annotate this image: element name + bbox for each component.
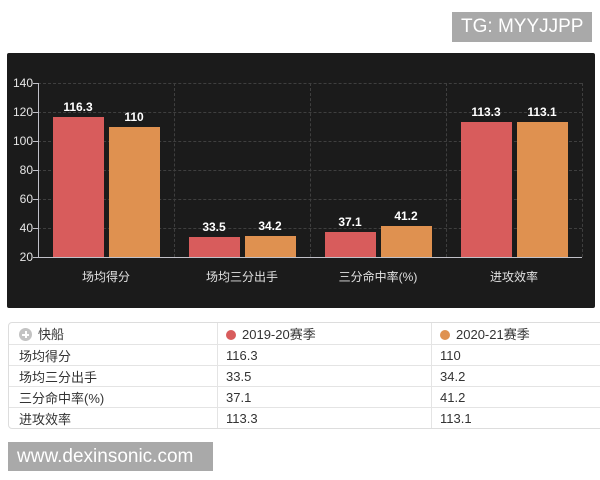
category-splitline xyxy=(446,83,447,257)
y-axis-tick xyxy=(33,228,38,229)
season1-label: 2019-20赛季 xyxy=(242,327,316,342)
y-axis-tick xyxy=(33,83,38,84)
bar-value-label: 37.1 xyxy=(338,215,362,230)
y-axis-tick-label: 80 xyxy=(19,163,33,177)
bar-value-label: 110 xyxy=(124,109,144,124)
row-label: 进攻效率 xyxy=(9,407,217,428)
bar-series2[interactable] xyxy=(244,236,296,257)
category-axis-label: 场均得分 xyxy=(81,270,130,284)
y-axis-tick-label: 120 xyxy=(12,105,33,119)
bar-value-label: 33.5 xyxy=(202,220,226,235)
y-axis-tick-label: 140 xyxy=(12,76,33,90)
x-axis-line xyxy=(38,257,582,258)
tg-watermark-badge: TG: MYYJJPP xyxy=(452,12,592,42)
category-splitline xyxy=(582,83,583,257)
row-value: 110 xyxy=(431,344,600,365)
y-axis-tick xyxy=(33,170,38,171)
stats-table: 快船 2019-20赛季 2020-21赛季 场均得分 116.3 110 场均… xyxy=(8,322,600,429)
bar-value-label: 34.2 xyxy=(258,219,282,234)
y-axis-tick xyxy=(33,257,38,258)
season2-header-cell: 2020-21赛季 xyxy=(431,323,600,344)
y-axis-tick-label: 20 xyxy=(19,250,33,264)
bar-series1[interactable] xyxy=(188,237,240,257)
bar-series2[interactable] xyxy=(380,226,432,257)
bar-series2[interactable] xyxy=(516,122,568,257)
bar-chart: 20 40 60 80 100 120 140 116.3 110 场均得分 33.5 34.2 场均三… xyxy=(7,53,595,308)
bar-series1[interactable] xyxy=(324,232,376,257)
entity-header-cell: 快船 xyxy=(9,323,217,344)
plus-circle-icon[interactable] xyxy=(19,328,32,341)
bar-value-label: 41.2 xyxy=(394,209,418,224)
series2-legend-dot-icon xyxy=(440,330,450,340)
row-value: 41.2 xyxy=(431,386,600,407)
y-axis-line xyxy=(38,83,39,257)
series1-legend-dot-icon xyxy=(226,330,236,340)
season2-label: 2020-21赛季 xyxy=(456,327,530,342)
entity-name: 快船 xyxy=(38,327,65,342)
bar-series1[interactable] xyxy=(52,117,104,257)
bar-series1[interactable] xyxy=(460,121,512,257)
row-value: 116.3 xyxy=(217,344,431,365)
category-axis-label: 进攻效率 xyxy=(489,270,538,284)
category-splitline xyxy=(310,83,311,257)
row-label: 三分命中率(%) xyxy=(9,386,217,407)
y-axis-tick-label: 100 xyxy=(12,134,33,148)
category-splitline xyxy=(174,83,175,257)
y-axis-tick-label: 40 xyxy=(19,221,33,235)
table-row: 进攻效率 113.3 113.1 xyxy=(9,407,600,428)
row-value: 113.3 xyxy=(217,407,431,428)
row-label: 场均三分出手 xyxy=(9,365,217,386)
category-axis-label: 场均三分出手 xyxy=(205,270,278,284)
row-value: 33.5 xyxy=(217,365,431,386)
row-value: 113.1 xyxy=(431,407,600,428)
table-row: 三分命中率(%) 37.1 41.2 xyxy=(9,386,600,407)
bar-value-label: 113.1 xyxy=(527,105,557,119)
table-header-row: 快船 2019-20赛季 2020-21赛季 xyxy=(9,323,600,344)
row-value: 37.1 xyxy=(217,386,431,407)
y-axis-tick xyxy=(33,141,38,142)
season1-header-cell: 2019-20赛季 xyxy=(217,323,431,344)
y-axis-tick-label: 60 xyxy=(19,192,33,206)
row-value: 34.2 xyxy=(431,365,600,386)
y-axis-tick xyxy=(33,199,38,200)
table-row: 场均得分 116.3 110 xyxy=(9,344,600,365)
bar-value-label: 116.3 xyxy=(63,100,93,115)
y-axis-tick xyxy=(33,112,38,113)
bar-value-label: 113.3 xyxy=(471,104,501,119)
category-axis-label: 三分命中率(%) xyxy=(338,270,418,284)
bar-series2[interactable] xyxy=(108,126,160,257)
row-label: 场均得分 xyxy=(9,344,217,365)
table-row: 场均三分出手 33.5 34.2 xyxy=(9,365,600,386)
site-watermark-badge: www.dexinsonic.com xyxy=(8,442,213,471)
